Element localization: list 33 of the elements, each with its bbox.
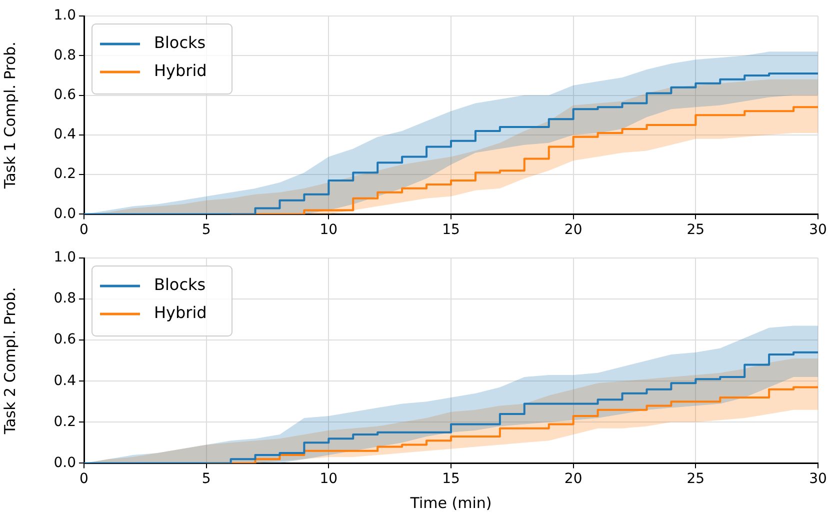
x-tick-label: 20 — [564, 471, 582, 488]
x-tick-label: 10 — [320, 471, 338, 488]
x-tick-label: 0 — [80, 471, 88, 488]
y-tick-label: 1.0 — [54, 250, 76, 266]
x-tick-label: 15 — [442, 471, 460, 488]
x-tick-label: 20 — [564, 222, 582, 238]
legend-label: Blocks — [154, 275, 206, 294]
legend-label: Hybrid — [154, 303, 207, 322]
legend-label: Hybrid — [154, 61, 207, 80]
y-tick-label: 0.2 — [54, 414, 76, 430]
y-tick-label: 0.0 — [54, 206, 76, 222]
x-tick-label: 15 — [442, 222, 460, 238]
y-tick-label: 0.8 — [54, 47, 76, 64]
y-tick-label: 0.4 — [54, 126, 76, 143]
y-axis-title: Task 1 Compl. Prob. — [0, 42, 19, 190]
y-tick-label: 0.4 — [54, 372, 76, 389]
x-tick-label: 30 — [809, 471, 827, 488]
y-tick-label: 0.8 — [54, 290, 76, 307]
x-tick-label: 5 — [202, 222, 211, 238]
x-tick-label: 10 — [320, 222, 338, 238]
y-tick-label: 0.0 — [54, 454, 76, 471]
y-tick-label: 1.0 — [54, 8, 76, 24]
x-tick-label: 5 — [202, 471, 211, 488]
legend-label: Blocks — [154, 33, 206, 52]
x-tick-label: 0 — [80, 222, 88, 238]
x-tick-label: 25 — [686, 471, 705, 488]
y-axis-title: Task 2 Compl. Prob. — [0, 287, 19, 436]
x-tick-label: 30 — [809, 222, 827, 238]
y-tick-label: 0.6 — [54, 86, 76, 103]
x-tick-label: 25 — [686, 222, 705, 238]
y-tick-label: 0.6 — [54, 332, 76, 348]
x-axis-title: Time (min) — [409, 494, 492, 512]
y-tick-label: 0.2 — [54, 166, 76, 182]
